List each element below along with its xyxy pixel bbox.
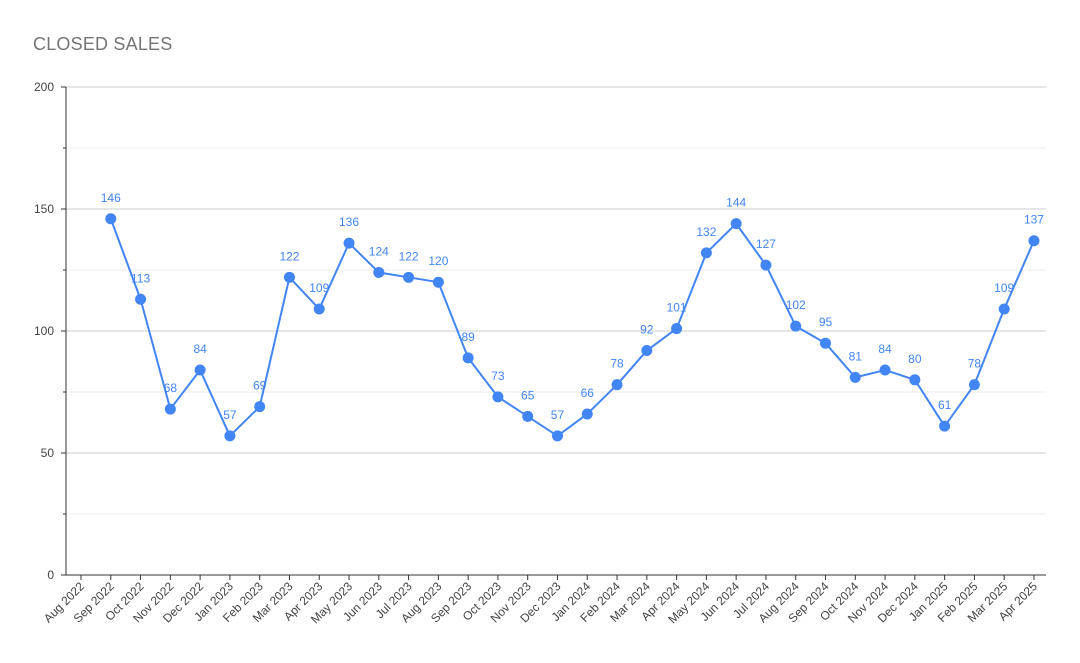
data-label: 57 <box>223 408 237 422</box>
data-point <box>283 271 295 283</box>
data-point <box>641 345 653 357</box>
series-closed-sales <box>105 213 1040 442</box>
data-label: 68 <box>164 381 178 395</box>
data-label: 113 <box>131 271 150 285</box>
data-label: 78 <box>610 357 624 371</box>
data-point <box>700 247 712 259</box>
series-line <box>109 218 1035 437</box>
data-point <box>254 401 266 413</box>
y-tick-label: 0 <box>47 568 54 582</box>
data-label: 144 <box>726 196 746 210</box>
data-label: 132 <box>696 225 716 239</box>
data-point <box>313 303 325 315</box>
data-point <box>373 266 385 278</box>
data-point <box>105 213 117 225</box>
data-label: 89 <box>461 330 475 344</box>
data-label: 102 <box>786 298 806 312</box>
data-label: 146 <box>101 191 121 205</box>
data-label: 137 <box>1024 213 1044 227</box>
data-label: 80 <box>908 352 922 366</box>
data-point <box>224 430 236 442</box>
data-label: 73 <box>491 369 505 383</box>
y-tick-label: 50 <box>41 446 55 460</box>
data-label: 109 <box>309 281 329 295</box>
data-label: 84 <box>193 342 207 356</box>
data-label: 65 <box>521 388 535 402</box>
data-label: 66 <box>581 386 595 400</box>
data-point <box>135 293 147 305</box>
data-point <box>909 374 921 386</box>
data-point <box>939 420 951 432</box>
data-label: 57 <box>551 408 565 422</box>
data-label: 95 <box>819 315 833 329</box>
data-point <box>1028 235 1040 247</box>
data-label: 124 <box>369 244 389 258</box>
data-point <box>849 371 861 383</box>
data-point <box>730 218 742 230</box>
y-tick-label: 100 <box>34 324 54 338</box>
data-point <box>790 320 802 332</box>
data-point <box>462 352 474 364</box>
data-label: 84 <box>878 342 892 356</box>
data-point <box>998 303 1010 315</box>
data-point <box>403 271 415 283</box>
data-point <box>760 259 772 271</box>
data-point <box>164 403 176 415</box>
data-label: 69 <box>253 379 267 393</box>
data-label: 120 <box>428 254 448 268</box>
data-label: 136 <box>339 215 359 229</box>
y-tick-label: 150 <box>34 202 54 216</box>
data-labels: 146 113 68 84 57 69 122 109 136 124 122 120 89 73 65 57… <box>101 191 1045 422</box>
data-label: 109 <box>994 281 1014 295</box>
data-point <box>522 410 534 422</box>
chart-title: CLOSED SALES <box>33 34 173 54</box>
data-point <box>968 379 980 391</box>
data-label: 92 <box>640 323 654 337</box>
data-point <box>611 379 623 391</box>
data-point <box>551 430 563 442</box>
data-point <box>343 237 355 249</box>
data-point <box>492 391 504 403</box>
data-point <box>820 337 831 349</box>
data-point <box>432 276 444 288</box>
data-label: 127 <box>756 237 776 251</box>
data-point <box>194 364 206 376</box>
data-label: 61 <box>938 398 952 412</box>
data-label: 122 <box>279 249 299 263</box>
grid-lines <box>66 86 1046 515</box>
data-label: 78 <box>968 357 982 371</box>
data-label: 81 <box>849 349 863 363</box>
data-label: 122 <box>399 249 419 263</box>
y-tick-label: 200 <box>34 80 54 94</box>
data-point <box>879 364 891 376</box>
data-label: 101 <box>667 301 687 315</box>
data-point <box>581 408 593 420</box>
data-point <box>671 323 683 335</box>
